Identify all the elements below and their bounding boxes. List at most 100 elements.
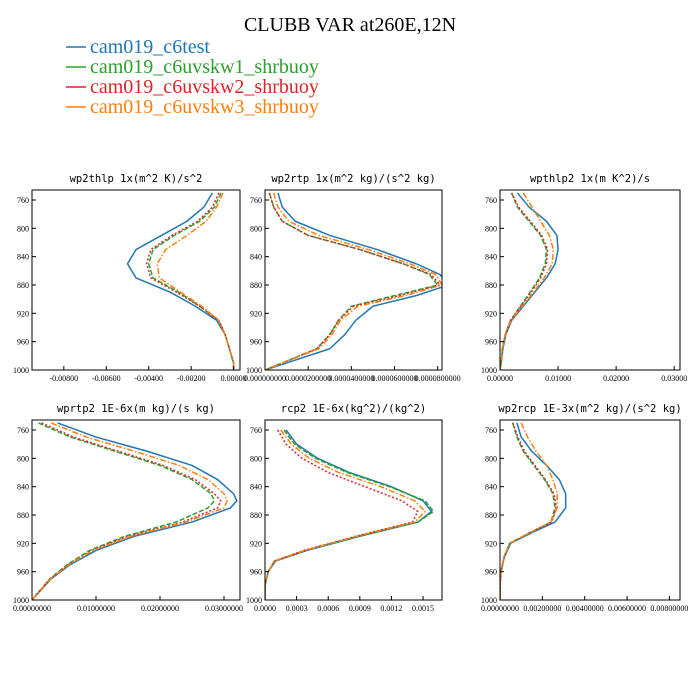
y-tick-label: 800: [485, 224, 497, 233]
y-tick-label: 960: [485, 338, 497, 347]
series-line: [265, 192, 439, 370]
x-tick-label: 0.00600000: [608, 604, 646, 613]
y-tick-label: 960: [485, 568, 497, 577]
plot-frame: [31, 189, 241, 371]
legend-item: cam019_c6uvskw2_shrbuoy: [66, 76, 319, 98]
panel-2: wp2rtp 1x(m^2 kg)/(s^2 kg) 760 800 840 880 92…: [244, 173, 461, 383]
y-tick-label: 1000: [246, 596, 262, 605]
x-tick-label: 0.00400000: [566, 604, 604, 613]
y-tick-label: 760: [250, 196, 262, 205]
y-tick-label: 920: [17, 309, 29, 318]
panel-title: rcp2 1E-6x(kg^2)/(kg^2): [281, 403, 426, 415]
series-line: [265, 429, 419, 600]
series-line: [32, 422, 228, 600]
panel-4: wprtp2 1E-6x(m kg)/(s kg) 760 800 840 880 920…: [13, 403, 243, 613]
series-line: [265, 429, 435, 600]
x-tick-label: -0.00200: [177, 374, 206, 383]
y-tick-label: 880: [485, 281, 497, 290]
series-line: [156, 192, 235, 370]
legend-label: cam019_c6uvskw2_shrbuoy: [90, 76, 319, 98]
legend: cam019_c6testcam019_c6uvskw1_shrbuoycam0…: [66, 36, 319, 118]
panel-title: wp2thlp 1x(m^2 K)/s^2: [70, 173, 203, 185]
y-tick-label: 920: [485, 539, 497, 548]
y-tick-label: 840: [250, 253, 262, 262]
x-tick-label: 0.0003: [286, 604, 308, 613]
series-line: [500, 422, 556, 600]
series-lines: [126, 192, 235, 370]
legend-item: cam019_c6uvskw1_shrbuoy: [66, 56, 319, 78]
y-tick-label: 1000: [246, 366, 262, 375]
panels: wp2thlp 1x(m^2 K)/s^2 760 800 840 880 920 960 1…: [13, 173, 688, 613]
y-tick-label: 880: [17, 281, 29, 290]
x-tick-label: 0.00800000: [650, 604, 688, 613]
y-tick-label: 920: [250, 539, 262, 548]
y-tick-label: 880: [17, 511, 29, 520]
y-tick-label: 800: [250, 454, 262, 463]
legend-item: cam019_c6test: [66, 36, 210, 58]
series-line: [145, 192, 235, 370]
panel-title: wpthlp2 1x(m K^2)/s: [530, 173, 650, 185]
x-tick-label: 0.0006: [317, 604, 339, 613]
legend-item: cam019_c6uvskw3_shrbuoy: [66, 96, 319, 118]
plot-frame: [499, 419, 681, 601]
x-tick-label: 0.0015: [412, 604, 434, 613]
y-tick-label: 840: [250, 483, 262, 492]
series-line: [265, 429, 426, 600]
x-tick-label: 0.01000: [545, 374, 571, 383]
series-lines: [265, 192, 442, 370]
panel-6: wp2rcp 1E-3x(m^2 kg)/(s^2 kg) 760 800 840 88…: [481, 403, 688, 613]
series-line: [265, 192, 442, 370]
legend-label: cam019_c6test: [90, 36, 210, 58]
y-tick-label: 840: [17, 483, 29, 492]
y-tick-label: 880: [250, 281, 262, 290]
y-tick-label: 1000: [481, 366, 497, 375]
series-line: [500, 422, 558, 600]
series-lines: [500, 192, 559, 370]
legend-label: cam019_c6uvskw3_shrbuoy: [90, 96, 319, 118]
x-tick-label: 0.0012: [380, 604, 402, 613]
y-tick-label: 760: [485, 426, 497, 435]
panel-5: rcp2 1E-6x(kg^2)/(kg^2) 760 800 840 880 920 96…: [246, 403, 443, 613]
series-lines: [32, 422, 238, 600]
y-tick-label: 1000: [13, 366, 29, 375]
series-line: [500, 192, 549, 370]
y-tick-label: 960: [17, 568, 29, 577]
y-tick-label: 920: [250, 309, 262, 318]
y-tick-label: 960: [17, 338, 29, 347]
series-line: [32, 422, 238, 600]
x-tick-label: 0.00000000: [481, 604, 519, 613]
x-tick-label: 0.0000600000: [372, 374, 418, 383]
x-tick-label: 0.0000: [254, 604, 276, 613]
y-tick-label: 760: [17, 426, 29, 435]
y-tick-label: 760: [485, 196, 497, 205]
series-line: [126, 192, 235, 370]
y-tick-label: 960: [250, 338, 262, 347]
series-line: [265, 429, 433, 600]
x-tick-label: 0.02000: [603, 374, 629, 383]
x-tick-label: 0.0000400000: [328, 374, 374, 383]
panel-title: wp2rcp 1E-3x(m^2 kg)/(s^2 kg): [498, 403, 681, 415]
x-tick-label: 0.03000: [661, 374, 687, 383]
y-tick-label: 800: [485, 454, 497, 463]
series-lines: [500, 422, 567, 600]
y-tick-label: 920: [485, 309, 497, 318]
x-tick-label: 0.02000000: [141, 604, 179, 613]
x-tick-label: 0.01000000: [77, 604, 115, 613]
series-line: [500, 422, 557, 600]
y-tick-label: 1000: [481, 596, 497, 605]
x-tick-label: 0.00000: [221, 374, 247, 383]
panel-3: wpthlp2 1x(m K^2)/s 760 800 840 880 920 960 100…: [481, 173, 687, 383]
x-tick-label: -0.00400: [134, 374, 163, 383]
panel-1: wp2thlp 1x(m^2 K)/s^2 760 800 840 880 920 960 1…: [13, 173, 247, 383]
x-tick-label: 0.00200000: [523, 604, 561, 613]
plot-frame: [264, 419, 443, 601]
y-tick-label: 880: [485, 511, 497, 520]
y-tick-label: 800: [250, 224, 262, 233]
series-line: [265, 192, 442, 370]
x-tick-label: -0.00600: [92, 374, 121, 383]
y-tick-label: 880: [250, 511, 262, 520]
y-tick-label: 960: [250, 568, 262, 577]
series-line: [500, 192, 555, 370]
x-tick-label: 0.0000800000: [415, 374, 461, 383]
